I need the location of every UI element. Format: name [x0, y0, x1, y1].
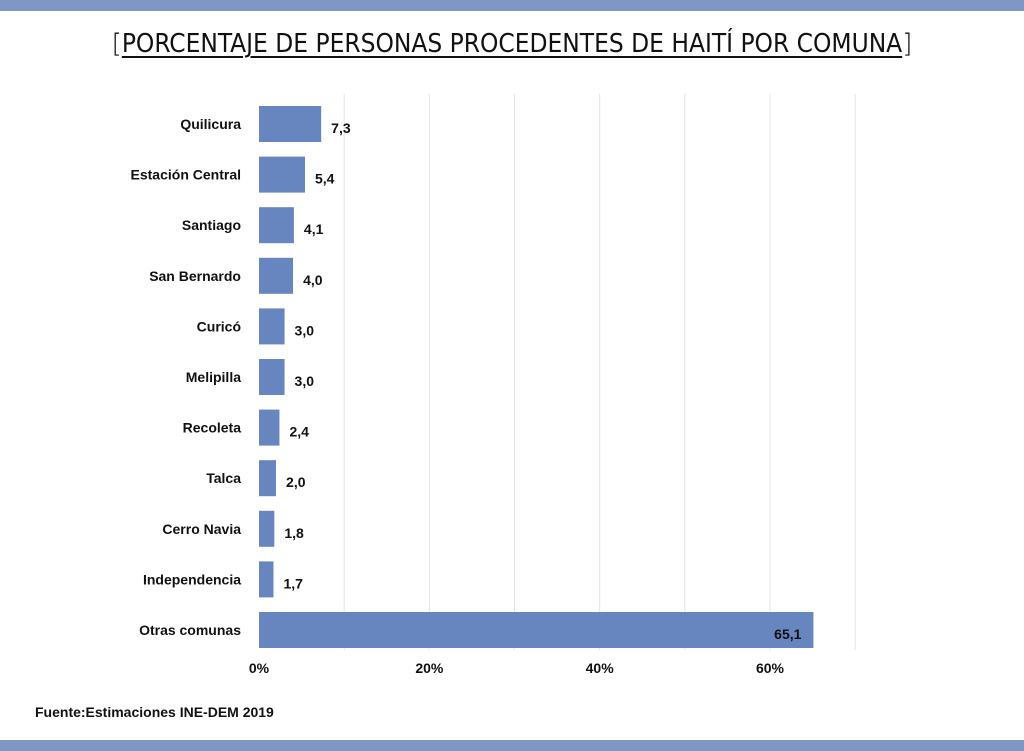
category-label: Recoleta [183, 420, 242, 436]
category-label: San Bernardo [149, 268, 241, 284]
bar [259, 207, 294, 244]
bar [259, 409, 280, 446]
data-label: 7,3 [331, 120, 351, 136]
bar [259, 257, 294, 294]
x-tick-label: 0% [249, 660, 270, 676]
category-label: Otras comunas [139, 622, 241, 638]
data-label: 1,7 [283, 575, 303, 591]
category-label: Cerro Navia [162, 521, 241, 537]
category-label: Santiago [182, 217, 241, 233]
category-label: Estación Central [131, 167, 241, 183]
x-tick-label: 40% [586, 660, 615, 676]
bar [259, 612, 814, 648]
bar [259, 106, 322, 142]
category-label: Melipilla [186, 369, 241, 385]
x-tick-label: 20% [415, 660, 444, 676]
data-label: 5,4 [315, 171, 335, 187]
category-label: Independencia [143, 571, 241, 587]
source-note: Fuente:Estimaciones INE-DEM 2019 [35, 704, 274, 720]
data-label: 65,1 [774, 626, 801, 642]
bar [259, 156, 305, 193]
data-label: 1,8 [284, 525, 304, 541]
data-label: 2,0 [286, 474, 306, 490]
data-label: 2,4 [289, 424, 309, 440]
data-label: 4,1 [304, 221, 324, 237]
chart-title: [PORCENTAJE DE PERSONAS PROCEDENTES DE H… [111, 29, 913, 59]
bar [259, 359, 285, 395]
data-label: 4,0 [303, 272, 323, 288]
category-label: Talca [206, 470, 241, 486]
category-label: Curicó [197, 318, 241, 334]
bar [259, 561, 274, 598]
bar [259, 460, 277, 497]
bottom-band [0, 740, 1024, 751]
data-label: 3,0 [295, 322, 315, 338]
bar [259, 510, 275, 547]
data-label: 3,0 [295, 373, 315, 389]
category-label: Quilicura [180, 116, 241, 132]
bar [259, 308, 285, 345]
top-band [0, 0, 1024, 11]
x-tick-label: 60% [756, 660, 785, 676]
